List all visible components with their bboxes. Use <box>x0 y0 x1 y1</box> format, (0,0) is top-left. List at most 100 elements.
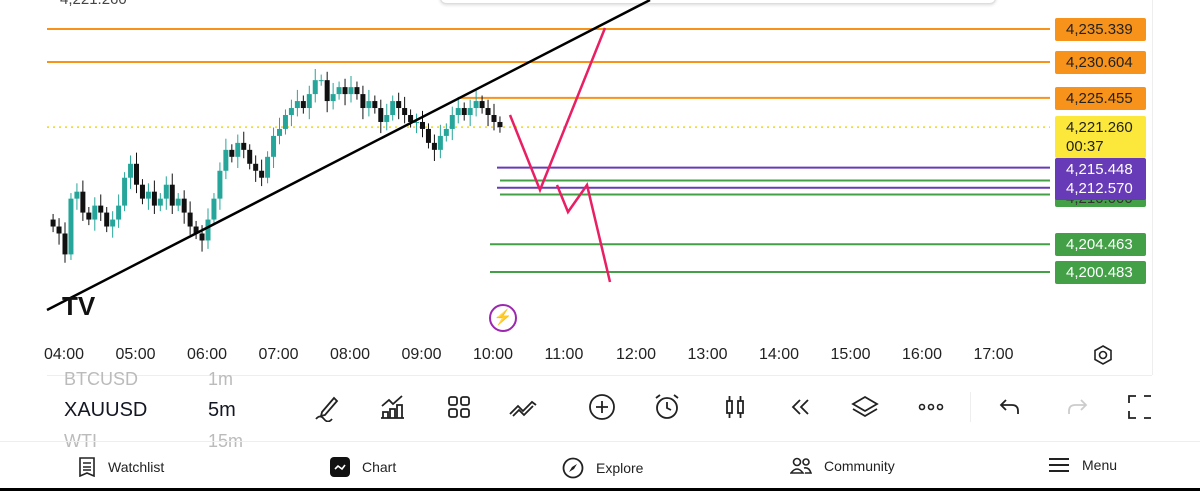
price-label[interactable]: 4,235.339 <box>1055 18 1146 41</box>
candle-body <box>104 212 110 227</box>
watchlist-icon <box>79 457 95 477</box>
add-icon[interactable] <box>587 392 617 422</box>
candle-body <box>80 191 86 213</box>
candle-body <box>336 87 342 95</box>
candle-body <box>425 128 431 143</box>
templates-icon[interactable] <box>444 392 474 422</box>
candle-body <box>366 101 372 109</box>
candle-body <box>163 184 169 199</box>
candle-body <box>86 212 92 220</box>
lightning-icon[interactable]: ⚡ <box>489 304 517 332</box>
nav-watchlist[interactable]: Watchlist <box>78 457 164 477</box>
time-tick: 11:00 <box>544 346 584 363</box>
candle-body <box>330 94 336 102</box>
menu-icon <box>1049 458 1069 472</box>
candle-body <box>431 142 437 150</box>
time-tick: 10:00 <box>473 346 514 363</box>
candle-body <box>402 108 408 116</box>
pencil-icon[interactable] <box>312 392 342 422</box>
candle-body <box>247 149 253 164</box>
candle-body <box>187 212 193 227</box>
candle-body <box>62 233 68 255</box>
projection-path <box>508 27 607 194</box>
divider <box>47 375 1152 376</box>
candle-body <box>271 135 277 157</box>
fullscreen-icon[interactable] <box>1125 392 1155 422</box>
trendline <box>46 0 651 312</box>
candle-body <box>116 205 122 220</box>
time-tick: 16:00 <box>902 346 943 363</box>
candle-body <box>223 149 229 171</box>
candle-body <box>92 205 98 220</box>
price-label[interactable]: 4,204.463 <box>1055 233 1146 256</box>
candle-body <box>175 198 181 206</box>
candle-body <box>157 198 163 206</box>
candle-body <box>151 191 157 206</box>
candle-body <box>128 163 134 178</box>
nav-label: Menu <box>1082 457 1118 473</box>
watchlist-prev-interval: 1m <box>208 369 234 389</box>
candle-body <box>318 80 324 82</box>
candle-body <box>193 226 199 234</box>
scale-divider <box>1152 0 1153 375</box>
nav-explore[interactable]: Explore <box>562 457 643 479</box>
more-icon[interactable] <box>916 392 946 422</box>
price-label[interactable]: 4,215.448 <box>1055 158 1146 181</box>
current-price-label[interactable]: 4,221.260 00:37 <box>1055 116 1146 158</box>
candle-body <box>354 87 360 95</box>
settings-icon[interactable] <box>1093 345 1113 365</box>
candles-icon[interactable] <box>720 392 750 422</box>
candle-body <box>324 80 330 102</box>
candle-body <box>360 94 366 109</box>
candle-body <box>396 101 402 109</box>
time-tick: 08:00 <box>330 346 371 363</box>
price-label[interactable]: 4,200.483 <box>1055 261 1146 284</box>
candle-body <box>217 170 223 199</box>
nav-community[interactable]: Community <box>790 457 895 475</box>
nav-menu[interactable]: Menu <box>1048 457 1117 473</box>
price-chart[interactable]: TV <box>0 0 1152 340</box>
candle-body <box>282 115 288 129</box>
candle-body <box>384 115 390 122</box>
redo-icon[interactable] <box>1062 392 1092 422</box>
price-label[interactable]: 4,230.604 <box>1055 51 1146 74</box>
time-tick: 15:00 <box>830 346 871 363</box>
candle-body <box>169 184 175 206</box>
candle-body <box>455 108 461 116</box>
trend-tools-icon[interactable] <box>508 392 538 422</box>
alert-icon[interactable] <box>652 392 682 422</box>
layers-icon[interactable] <box>850 392 880 422</box>
candle-body <box>443 128 449 136</box>
price-label[interactable]: 4,212.570 <box>1055 177 1146 200</box>
top-price-text: 4,221.260 <box>60 0 127 8</box>
community-icon <box>790 457 812 474</box>
time-tick: 13:00 <box>687 346 728 363</box>
nav-label: Community <box>824 458 895 474</box>
undo-icon[interactable] <box>995 392 1025 422</box>
bottom-nav: Watchlist Chart Explore Community Menu <box>0 441 1200 488</box>
candle-body <box>378 108 384 122</box>
candle-body <box>74 191 80 199</box>
time-tick: 07:00 <box>258 346 299 363</box>
candle-body <box>491 115 497 122</box>
time-tick: 06:00 <box>187 346 228 363</box>
divider <box>970 392 971 422</box>
price-label[interactable]: 4,225.455 <box>1055 87 1146 110</box>
candle-body <box>122 177 128 206</box>
candle-body <box>408 115 414 122</box>
candle-body <box>372 101 378 109</box>
candle-body <box>253 163 259 171</box>
time-tick: 17:00 <box>973 346 1014 363</box>
replay-icon[interactable] <box>785 392 815 422</box>
projection-path <box>555 182 612 283</box>
time-tick: 12:00 <box>616 346 657 363</box>
watchlist-prev-symbol[interactable]: BTCUSD <box>64 369 139 389</box>
interval-button[interactable]: 5m <box>208 399 236 421</box>
candle-body <box>241 142 247 150</box>
indicators-icon[interactable] <box>378 392 408 422</box>
candle-body <box>139 184 145 199</box>
symbol-button[interactable]: XAUUSD <box>64 399 148 421</box>
candle-body <box>277 128 282 136</box>
nav-chart[interactable]: Chart <box>330 457 396 477</box>
current-price: 4,221.260 <box>1066 119 1133 136</box>
